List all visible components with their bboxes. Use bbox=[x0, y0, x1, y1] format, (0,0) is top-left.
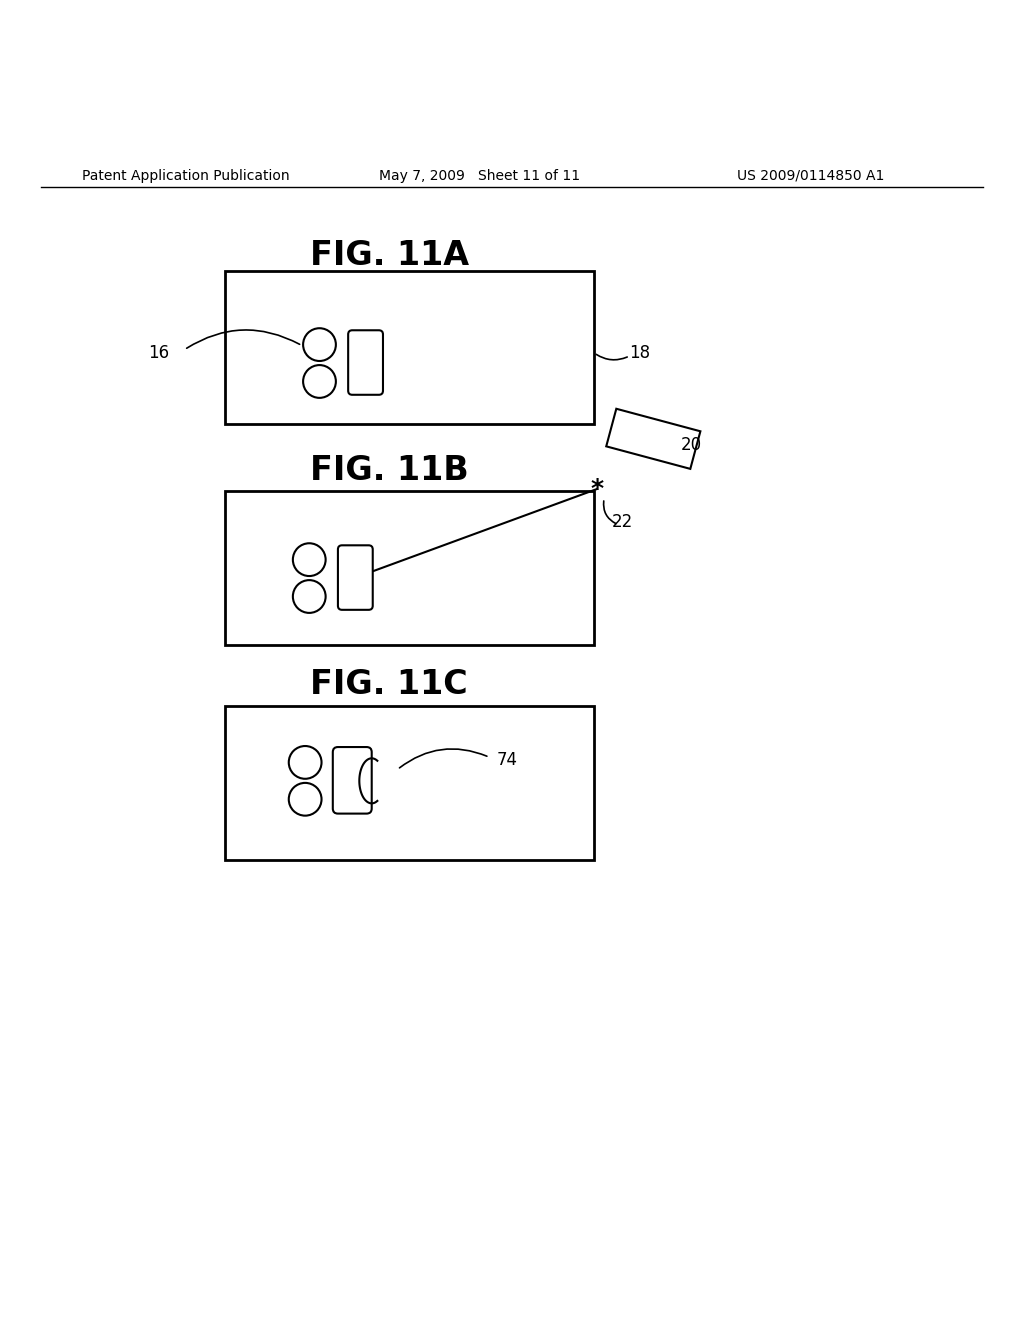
Text: *: * bbox=[591, 477, 603, 502]
FancyBboxPatch shape bbox=[338, 545, 373, 610]
Text: 18: 18 bbox=[630, 343, 650, 362]
Text: FIG. 11C: FIG. 11C bbox=[310, 668, 468, 701]
Text: FIG. 11A: FIG. 11A bbox=[309, 239, 469, 272]
Text: Patent Application Publication: Patent Application Publication bbox=[82, 169, 290, 182]
Text: May 7, 2009   Sheet 11 of 11: May 7, 2009 Sheet 11 of 11 bbox=[379, 169, 580, 182]
Text: 74: 74 bbox=[497, 751, 517, 770]
FancyBboxPatch shape bbox=[333, 747, 372, 813]
Text: FIG. 11B: FIG. 11B bbox=[309, 454, 469, 487]
Bar bbox=[225, 271, 594, 425]
Bar bbox=[225, 706, 594, 859]
Bar bbox=[225, 491, 594, 644]
Text: US 2009/0114850 A1: US 2009/0114850 A1 bbox=[737, 169, 885, 182]
Text: 20: 20 bbox=[681, 436, 701, 454]
FancyBboxPatch shape bbox=[348, 330, 383, 395]
Text: 16: 16 bbox=[148, 343, 169, 362]
Text: 22: 22 bbox=[612, 512, 633, 531]
